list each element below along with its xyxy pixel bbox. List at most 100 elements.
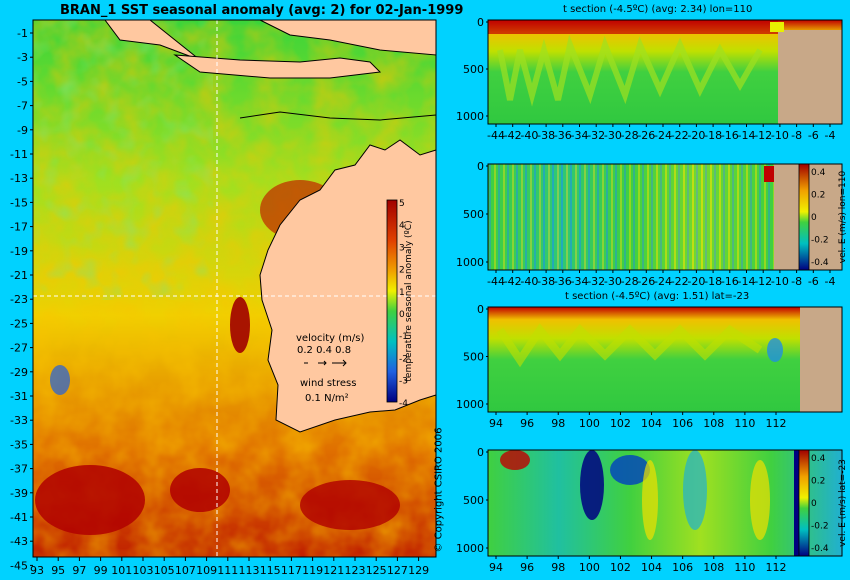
panel3-x-tick: 102 (610, 417, 631, 430)
lat-tick-label: -27 (10, 342, 28, 355)
sst-colorbar-label: temperature seasonal anomaly (ºC) (404, 220, 414, 382)
lon-axis: 93 95 97 99 101 103 105 107 109 111 113 115 117 119 12… (30, 557, 429, 577)
panel2-x-tick: -24 (654, 275, 672, 288)
panel3-depth-tick: 1000 (456, 398, 484, 411)
panel2-colorbar-tick: -0.4 (811, 258, 829, 268)
panel4-colorbar-tick: -0.2 (811, 522, 829, 532)
panel1-x-tick: -24 (654, 129, 672, 142)
lat-tick-label: -17 (10, 221, 28, 234)
lat-tick-label: -3 (17, 51, 28, 64)
panel1-x-tick: -34 (571, 129, 589, 142)
lon-tick-label: 111 (217, 564, 238, 577)
panel1-x-tick: -8 (791, 129, 802, 142)
panel2-colorbar-tick: -0.2 (811, 236, 829, 246)
lat-tick-label: -1 (17, 27, 28, 40)
panel2-x-tick: -16 (721, 275, 739, 288)
lat-axis: -1 -3 -5 -7 -9 -11 -13 -15 -17 -19 -21 -23 -25 -27 -29… (10, 27, 33, 572)
panel2-x-tick: -10 (771, 275, 789, 288)
panel1-x-tick: -4 (825, 129, 836, 142)
panel4-colorbar-tick: -0.4 (811, 544, 829, 554)
lat-tick-label: -39 (10, 487, 28, 500)
velocity-legend-title: velocity (m/s) (296, 333, 365, 344)
lon-tick-label: 121 (323, 564, 344, 577)
panel4-colorbar (798, 449, 810, 557)
sst-colorbar-tick: 2 (399, 266, 405, 276)
lon-tick-label: 105 (154, 564, 175, 577)
panel2-x-tick: -14 (738, 275, 756, 288)
panel1-x-tick: -26 (637, 129, 655, 142)
panel1-x-tick: -18 (704, 129, 722, 142)
lat-tick-label: -21 (10, 269, 28, 282)
lat-tick-label: -41 (10, 511, 28, 524)
panel2-x-tick: -20 (687, 275, 705, 288)
panel3-depth-tick: 0 (477, 303, 484, 316)
sst-colorbar-ticks: 5 4 3 2 1 0 -1 -2 -3 -4 (399, 199, 408, 409)
lon-tick-label: 115 (260, 564, 281, 577)
lon-tick-label: 113 (239, 564, 260, 577)
panel1-x-tick: -38 (537, 129, 555, 142)
panel1-x-tick: -32 (587, 129, 605, 142)
lat-tick-label: -25 (10, 317, 28, 330)
panel4-depth-tick: 500 (463, 494, 484, 507)
panel4-x-tick: 100 (579, 561, 600, 574)
panel3-x-tick: 94 (489, 417, 503, 430)
panel3-x-tick: 112 (766, 417, 787, 430)
panel2-x-tick: -18 (704, 275, 722, 288)
panel3-x-tick: 110 (734, 417, 755, 430)
panel4-depth-tick: 1000 (456, 542, 484, 555)
panel2-x-tick: -26 (637, 275, 655, 288)
wind-legend-value: 0.1 N/m² (305, 393, 349, 404)
panel3-title: t section (-4.5ºC) (avg: 1.51) lat=-23 (565, 291, 750, 302)
panel1-depth-tick: 1000 (456, 110, 484, 123)
panel4-x-tick: 106 (672, 561, 693, 574)
sst-map[interactable]: -1-3-5-7-9-11-13-15-17-19-21-23-25-27-29… (0, 0, 440, 580)
panel3-x-tick: 104 (641, 417, 662, 430)
panel2-x-tick: -28 (621, 275, 639, 288)
panel1-x-tick: -42 (504, 129, 522, 142)
panel3-x-tick: 106 (672, 417, 693, 430)
panel2-depth-tick: 1000 (456, 256, 484, 269)
lon-tick-label: 129 (408, 564, 429, 577)
panel1-x-tick: -12 (754, 129, 772, 142)
lat-tick-label: -15 (10, 196, 28, 209)
panel2-x-tick: -32 (587, 275, 605, 288)
panel3-x-tick: 96 (520, 417, 534, 430)
panel4-x-tick: 108 (703, 561, 724, 574)
lon-tick-label: 99 (94, 564, 108, 577)
lat-tick-label: -35 (10, 438, 28, 451)
panel1-x-tick: -40 (520, 129, 538, 142)
sst-colorbar-tick: -4 (399, 399, 408, 409)
panel2-x-tick: -22 (671, 275, 689, 288)
panel3-x-tick: 108 (703, 417, 724, 430)
panel2-depth-tick: 500 (463, 208, 484, 221)
lat-tick-label: -29 (10, 366, 28, 379)
lon-tick-label: 103 (133, 564, 154, 577)
wind-legend-title: wind stress (300, 378, 357, 389)
lat-tick-label: -43 (10, 535, 28, 548)
lon-tick-label: 95 (51, 564, 65, 577)
panel3-x-tick: 100 (579, 417, 600, 430)
panel4-x-tick: 98 (551, 561, 565, 574)
sst-colorbar-tick: -1 (399, 332, 408, 342)
velocity-legend-values: 0.2 0.4 0.8 (297, 345, 352, 356)
panel2-x-tick: -38 (537, 275, 555, 288)
sst-colorbar-tick: -3 (399, 377, 408, 387)
lat-tick-label: -11 (10, 148, 28, 161)
panel1-x-tick: -6 (808, 129, 819, 142)
lat-tick-label: -7 (17, 100, 28, 113)
panel1-x-tick: -44 (487, 129, 505, 142)
sst-colorbar-tick: -2 (399, 354, 408, 364)
lat-tick-label: -31 (10, 390, 28, 403)
panel4-x-tick: 112 (766, 561, 787, 574)
panel2-x-tick: -4 (825, 275, 836, 288)
section-panels[interactable]: 05001000-44-42-40-38-36-34-32-30-28-26-2… (440, 0, 850, 580)
panel1-section (487, 19, 843, 125)
panel4-colorbar-tick: 0 (811, 499, 817, 509)
lat-tick-label: -45 (10, 559, 28, 572)
sst-colorbar-tick: 3 (399, 243, 405, 253)
lon-tick-label: 125 (366, 564, 387, 577)
panel2-x-tick: -34 (571, 275, 589, 288)
sst-colorbar-tick: 5 (399, 199, 405, 209)
panel2-section (487, 163, 843, 271)
lon-tick-label: 109 (196, 564, 217, 577)
